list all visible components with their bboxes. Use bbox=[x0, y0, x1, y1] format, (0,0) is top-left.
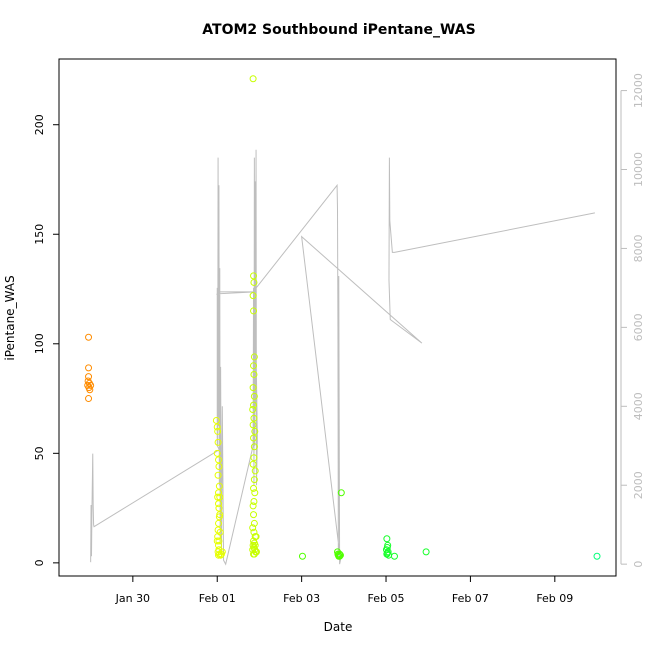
data-point bbox=[250, 353, 258, 361]
x-axis-label: Date bbox=[324, 620, 353, 634]
data-point bbox=[214, 526, 222, 534]
data-point bbox=[86, 386, 94, 394]
data-point bbox=[249, 292, 257, 300]
data-point bbox=[336, 551, 344, 559]
data-point bbox=[250, 307, 258, 315]
data-point bbox=[250, 454, 258, 462]
data-point bbox=[214, 438, 222, 446]
data-point bbox=[215, 541, 222, 549]
data-point bbox=[250, 519, 258, 527]
x-tick-label: Feb 05 bbox=[368, 592, 405, 605]
data-point bbox=[215, 489, 222, 497]
data-point bbox=[249, 421, 257, 429]
data-point bbox=[383, 550, 391, 558]
line-series-layer bbox=[90, 149, 595, 566]
data-point bbox=[213, 423, 221, 431]
data-point bbox=[85, 395, 93, 403]
data-point bbox=[250, 278, 258, 286]
right-y-tick-label: 12000 bbox=[632, 73, 645, 108]
data-point bbox=[215, 500, 222, 508]
data-point bbox=[215, 537, 223, 545]
data-point bbox=[213, 449, 221, 457]
x-tick-label: Feb 07 bbox=[452, 592, 489, 605]
data-point bbox=[216, 528, 224, 536]
right-y-axis: 0 2000 4000 6000 8000 10000 12000 bbox=[620, 73, 645, 568]
data-point bbox=[214, 493, 222, 501]
data-point bbox=[252, 533, 260, 541]
data-point bbox=[249, 546, 257, 554]
data-point bbox=[251, 489, 259, 497]
data-point bbox=[383, 535, 391, 543]
data-point bbox=[390, 552, 398, 560]
data-point bbox=[250, 401, 258, 409]
x-tick-label: Jan 30 bbox=[115, 592, 150, 605]
x-tick-label: Feb 09 bbox=[536, 592, 573, 605]
data-point bbox=[214, 471, 222, 479]
data-point bbox=[251, 467, 259, 475]
y-axis: 0 50 100 150 200 bbox=[33, 114, 59, 566]
data-point bbox=[212, 416, 220, 424]
data-point bbox=[215, 456, 222, 464]
data-point bbox=[250, 498, 258, 506]
data-point bbox=[250, 370, 258, 378]
data-point bbox=[249, 502, 257, 510]
y-tick-label: 50 bbox=[33, 446, 46, 460]
x-tick-label: Feb 01 bbox=[199, 592, 236, 605]
chart-title: ATOM2 Southbound iPentane_WAS bbox=[202, 22, 475, 38]
data-point bbox=[249, 75, 257, 83]
right-y-tick-label: 4000 bbox=[632, 392, 645, 420]
data-point bbox=[250, 528, 258, 536]
data-point bbox=[250, 272, 258, 280]
data-point bbox=[216, 493, 224, 501]
data-point bbox=[217, 551, 225, 559]
data-point bbox=[218, 548, 226, 556]
data-point bbox=[215, 482, 223, 490]
data-point bbox=[214, 427, 222, 435]
data-point bbox=[422, 548, 430, 556]
y-tick-label: 100 bbox=[33, 333, 46, 354]
data-point bbox=[593, 552, 601, 560]
points-layer bbox=[84, 75, 601, 560]
right-y-tick-label: 6000 bbox=[632, 313, 645, 341]
line-series bbox=[90, 149, 595, 566]
data-point bbox=[250, 362, 258, 370]
data-point bbox=[336, 550, 344, 558]
data-point bbox=[216, 511, 224, 519]
data-point bbox=[87, 381, 95, 389]
data-point bbox=[298, 552, 306, 560]
data-point bbox=[337, 489, 345, 497]
x-tick-label: Feb 03 bbox=[283, 592, 320, 605]
data-point bbox=[250, 476, 258, 484]
data-point bbox=[250, 443, 258, 451]
data-point bbox=[250, 550, 258, 558]
data-point bbox=[250, 484, 258, 492]
data-point bbox=[85, 333, 93, 341]
y-tick-label: 200 bbox=[33, 114, 46, 135]
data-point bbox=[250, 392, 258, 400]
data-point bbox=[85, 364, 93, 372]
data-point bbox=[215, 462, 223, 470]
y-tick-label: 0 bbox=[33, 559, 46, 566]
y-axis-label: iPentane_WAS bbox=[3, 275, 17, 360]
data-point bbox=[251, 427, 259, 435]
data-point bbox=[250, 434, 258, 442]
data-point bbox=[336, 552, 344, 560]
data-point bbox=[215, 504, 223, 512]
right-y-tick-label: 0 bbox=[632, 561, 645, 568]
data-point bbox=[249, 406, 257, 414]
right-y-tick-label: 2000 bbox=[632, 471, 645, 499]
right-y-tick-label: 10000 bbox=[632, 152, 645, 187]
data-point bbox=[249, 460, 257, 468]
right-y-tick-label: 8000 bbox=[632, 234, 645, 262]
data-point bbox=[249, 384, 257, 392]
data-point bbox=[249, 524, 257, 532]
x-axis: Jan 30 Feb 01 Feb 03 Feb 05 Feb 07 Feb 09 bbox=[115, 576, 573, 605]
data-point bbox=[215, 519, 222, 527]
data-point bbox=[250, 414, 258, 422]
y-tick-label: 150 bbox=[33, 224, 46, 245]
plot-frame bbox=[58, 58, 617, 577]
data-point bbox=[85, 373, 93, 381]
data-point bbox=[250, 511, 258, 519]
